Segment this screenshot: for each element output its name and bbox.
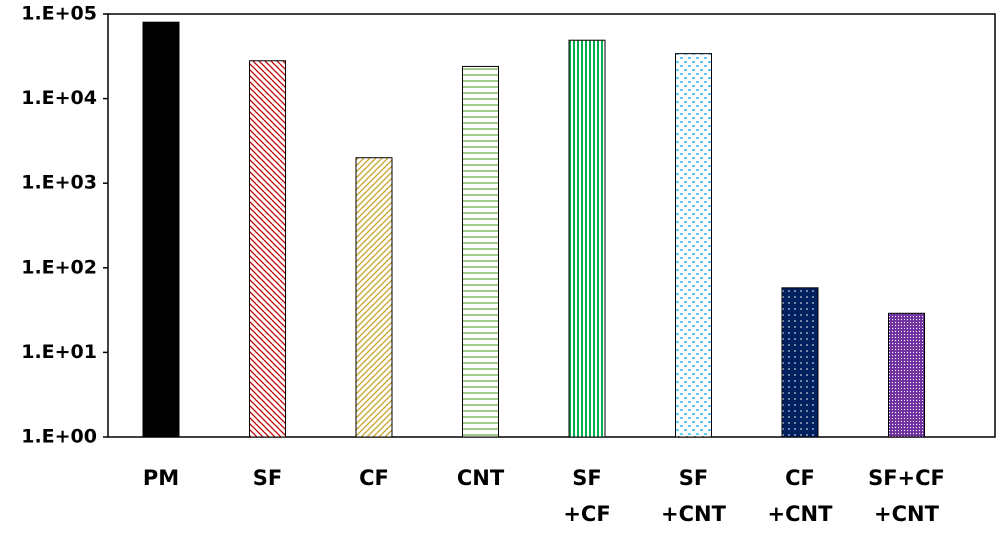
x-tick-label: PM [142,466,180,490]
bar [462,65,499,438]
y-tick-label: 1.E+01 [21,341,97,363]
plot-frame [107,13,996,438]
bar [888,312,925,438]
bar [142,21,180,438]
y-tick-label: 1.E+03 [21,172,97,194]
y-tick-label: 1.E+02 [21,256,97,278]
x-tick-label: CNT [456,466,505,490]
y-tick-label: 1.E+00 [21,426,97,448]
x-tick-label: SF+CF +CNT [868,466,945,526]
y-tick-label: 1.E+04 [21,87,97,109]
x-tick-label: SF +CF [563,466,611,526]
x-tick-label: CF [359,466,389,490]
x-tick-label: SF [252,466,283,490]
bar [675,53,712,438]
y-tick-label: 1.E+05 [21,3,97,25]
x-tick-label: CF +CNT [767,466,833,526]
bar [249,60,286,438]
bar [355,157,393,438]
x-tick-label: SF +CNT [661,466,726,526]
bar [781,287,819,438]
bar [568,39,606,438]
